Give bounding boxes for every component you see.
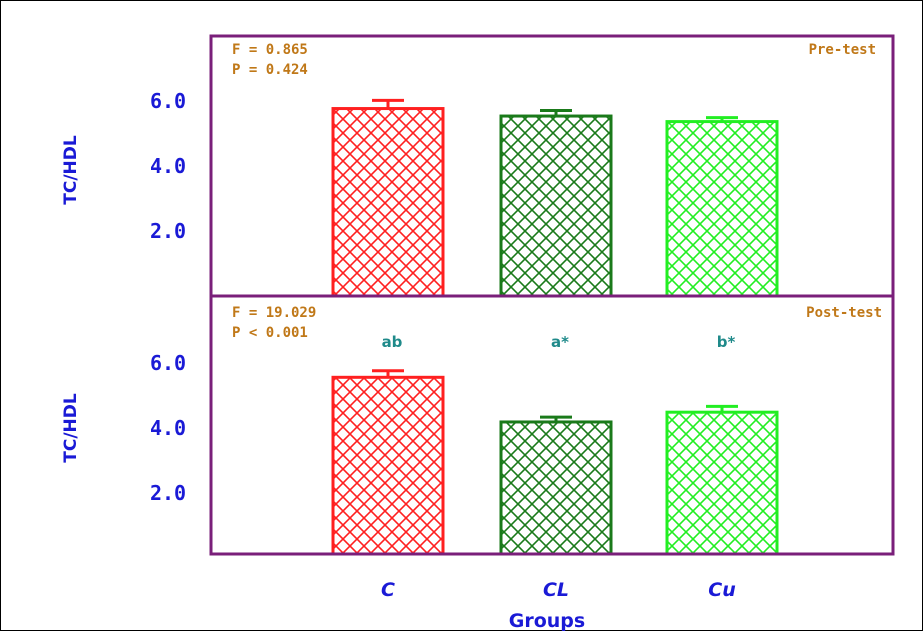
pre-test-panel-label: Pre-test	[809, 42, 876, 58]
x-category-c: C	[381, 579, 395, 601]
post-test-bar-c	[331, 375, 445, 556]
x-axis-title: Groups	[509, 610, 585, 631]
pre-test-error-bar-cl	[540, 109, 572, 117]
post-test-significance-cl: a*	[551, 333, 569, 351]
pre-test-ytick-6: 6.0	[150, 89, 186, 113]
post-test-significance-cu: b*	[717, 333, 736, 351]
x-category-cl: CL	[543, 579, 569, 601]
post-test-bar-cu	[665, 410, 779, 556]
post-test-error-bar-cl	[540, 415, 572, 422]
post-test-ytick-6: 6.0	[150, 351, 186, 375]
post-test-y-axis-label: TC/HDL	[61, 393, 81, 463]
post-test-bars: ab a* b*	[331, 333, 779, 556]
pre-test-bar-cl	[499, 114, 613, 298]
pre-test-bars	[331, 98, 779, 298]
post-test-p-stat: P < 0.001	[232, 325, 308, 341]
post-test-ytick-2: 2.0	[150, 481, 186, 505]
post-test-error-bar-cu	[706, 404, 738, 413]
post-test-panel: F = 19.029 P < 0.001 Post-test TC/HDL 6.…	[61, 305, 882, 556]
post-test-ytick-4: 4.0	[150, 416, 186, 440]
pre-test-panel: F = 0.865 P = 0.424 Pre-test TC/HDL 6.0 …	[61, 42, 876, 298]
post-test-axes-frame	[209, 294, 895, 556]
pre-test-f-stat: F = 0.865	[232, 42, 308, 58]
post-test-significance-c: ab	[382, 333, 403, 351]
pre-test-bar-c	[331, 107, 445, 298]
post-test-error-bar-c	[372, 369, 404, 378]
pre-test-error-bar-cu	[706, 116, 738, 122]
post-test-bar-cl	[499, 420, 613, 556]
pre-test-ytick-2: 2.0	[150, 219, 186, 243]
pre-test-ytick-4: 4.0	[150, 154, 186, 178]
post-test-panel-label: Post-test	[806, 305, 882, 321]
pre-test-y-axis-label: TC/HDL	[61, 135, 81, 205]
pre-test-error-bar-c	[372, 98, 404, 109]
pre-test-bar-cu	[665, 120, 779, 298]
post-test-f-stat: F = 19.029	[232, 305, 316, 321]
pre-test-p-stat: P = 0.424	[232, 62, 308, 78]
x-category-cu: Cu	[708, 579, 735, 601]
